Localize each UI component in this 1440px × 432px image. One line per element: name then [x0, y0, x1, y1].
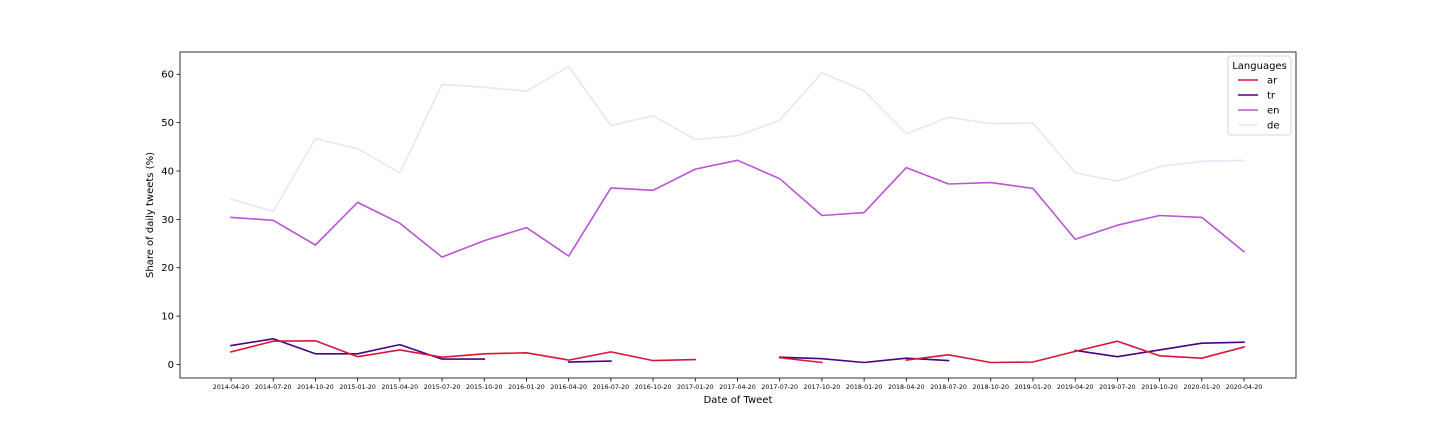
- x-tick-label: 2014-07-20: [255, 384, 292, 391]
- legend-label-tr: tr: [1267, 91, 1276, 102]
- plot-area: [179, 51, 1297, 379]
- y-tick-label: 0: [168, 360, 174, 371]
- y-tick-label: 30: [161, 215, 174, 226]
- x-tick-label: 2015-01-20: [339, 384, 376, 391]
- x-tick-label: 2018-04-20: [888, 384, 925, 391]
- x-tick-label: 2016-04-20: [550, 384, 587, 391]
- x-tick-label: 2020-04-20: [1226, 384, 1263, 391]
- x-axis-ticks: 2014-04-20 2014-07-20 2014-10-20 2015-01-20…: [213, 378, 1263, 391]
- x-tick-label: 2015-10-20: [466, 384, 503, 391]
- x-tick-label: 2018-01-20: [846, 384, 883, 391]
- legend-label-en: en: [1267, 106, 1280, 117]
- x-tick-label: 2017-04-20: [719, 384, 756, 391]
- series-lines: [230, 65, 1246, 364]
- y-axis-title: Share of daily tweets (%): [145, 152, 156, 278]
- x-axis-title: Date of Tweet: [704, 395, 773, 406]
- x-tick-label: 2020-01-20: [1183, 384, 1220, 391]
- legend: Languages ar tr en de: [1227, 55, 1292, 136]
- series-line-de: [230, 65, 1245, 213]
- x-tick-label: 2014-10-20: [297, 384, 334, 391]
- legend-label-ar: ar: [1267, 76, 1278, 87]
- x-tick-label: 2019-10-20: [1141, 384, 1178, 391]
- x-tick-label: 2016-10-20: [635, 384, 672, 391]
- x-tick-label: 2017-10-20: [804, 384, 841, 391]
- y-tick-label: 20: [161, 263, 174, 274]
- series-line-tr: [230, 338, 1245, 364]
- x-tick-label: 2018-07-20: [930, 384, 967, 391]
- x-tick-label: 2016-07-20: [593, 384, 630, 391]
- x-tick-label: 2017-07-20: [761, 384, 798, 391]
- y-tick-label: 10: [161, 312, 174, 323]
- x-tick-label: 2014-04-20: [213, 384, 250, 391]
- x-tick-label: 2015-04-20: [382, 384, 419, 391]
- y-axis-ticks: 0 10 20 30 40 50 60: [161, 70, 180, 371]
- x-tick-label: 2016-01-20: [508, 384, 545, 391]
- legend-label-de: de: [1267, 121, 1280, 132]
- series-line-ar: [230, 340, 1245, 364]
- x-tick-label: 2015-07-20: [424, 384, 461, 391]
- legend-title: Languages: [1232, 61, 1287, 72]
- x-tick-label: 2017-01-20: [677, 384, 714, 391]
- series-line-en: [230, 159, 1246, 258]
- x-tick-label: 2019-07-20: [1099, 384, 1136, 391]
- y-tick-label: 60: [161, 70, 174, 81]
- y-tick-label: 50: [161, 118, 174, 129]
- legend-box: [1227, 55, 1292, 136]
- legend-items: ar tr en de: [1238, 76, 1280, 132]
- x-tick-label: 2018-10-20: [972, 384, 1009, 391]
- y-tick-label: 40: [161, 166, 174, 177]
- x-tick-label: 2019-04-20: [1057, 384, 1094, 391]
- x-tick-label: 2019-01-20: [1015, 384, 1052, 391]
